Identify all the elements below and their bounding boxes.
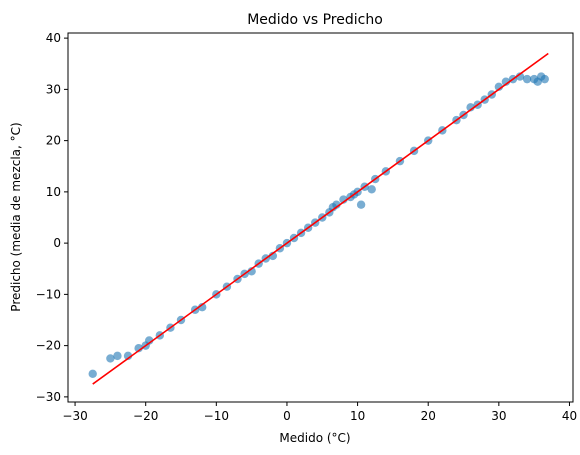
y-tick-label: −10 bbox=[36, 287, 61, 301]
data-point bbox=[339, 195, 348, 204]
data-point bbox=[198, 302, 207, 312]
y-axis: −30 −20 −10 0 10 20 30 40 bbox=[36, 31, 68, 404]
y-axis-title: Predicho (media de mezcla, °C) bbox=[9, 122, 23, 311]
data-point bbox=[540, 74, 549, 84]
x-tick-label: −10 bbox=[204, 409, 229, 423]
data-point bbox=[247, 267, 256, 276]
data-point bbox=[356, 200, 366, 209]
x-tick-label: −30 bbox=[62, 409, 87, 423]
y-tick-label: −20 bbox=[36, 339, 61, 353]
data-point bbox=[515, 72, 525, 81]
data-point bbox=[113, 351, 122, 361]
x-tick-label: −20 bbox=[133, 409, 158, 423]
y-tick-label: 30 bbox=[46, 82, 61, 96]
reference-line bbox=[92, 52, 549, 385]
y-tick-label: −30 bbox=[36, 390, 61, 404]
x-axis-title: Medido (°C) bbox=[279, 431, 350, 445]
data-point bbox=[88, 369, 97, 379]
data-point bbox=[106, 354, 115, 363]
data-point bbox=[494, 82, 504, 92]
data-point bbox=[522, 74, 532, 84]
data-point bbox=[268, 251, 278, 261]
y-tick-label: 0 bbox=[53, 236, 61, 250]
reference-line-layer bbox=[92, 52, 549, 385]
y-tick-label: 40 bbox=[46, 31, 61, 45]
data-point bbox=[145, 336, 154, 345]
data-point bbox=[466, 103, 475, 112]
x-tick-label: 40 bbox=[562, 409, 577, 423]
data-point bbox=[123, 351, 133, 361]
data-point bbox=[332, 200, 341, 209]
data-point bbox=[367, 185, 376, 194]
data-point bbox=[501, 77, 511, 86]
y-tick-label: 20 bbox=[46, 134, 61, 148]
data-point bbox=[134, 343, 143, 353]
x-tick-label: 10 bbox=[350, 409, 365, 423]
x-axis: −30 −20 −10 0 10 20 30 40 bbox=[62, 402, 577, 423]
x-tick-label: 20 bbox=[421, 409, 436, 423]
y-tick-label: 10 bbox=[46, 185, 61, 199]
x-tick-label: 0 bbox=[283, 409, 291, 423]
plot-frame bbox=[67, 32, 574, 403]
chart-title: Medido vs Predicho bbox=[247, 12, 383, 28]
x-tick-label: 30 bbox=[491, 409, 506, 423]
